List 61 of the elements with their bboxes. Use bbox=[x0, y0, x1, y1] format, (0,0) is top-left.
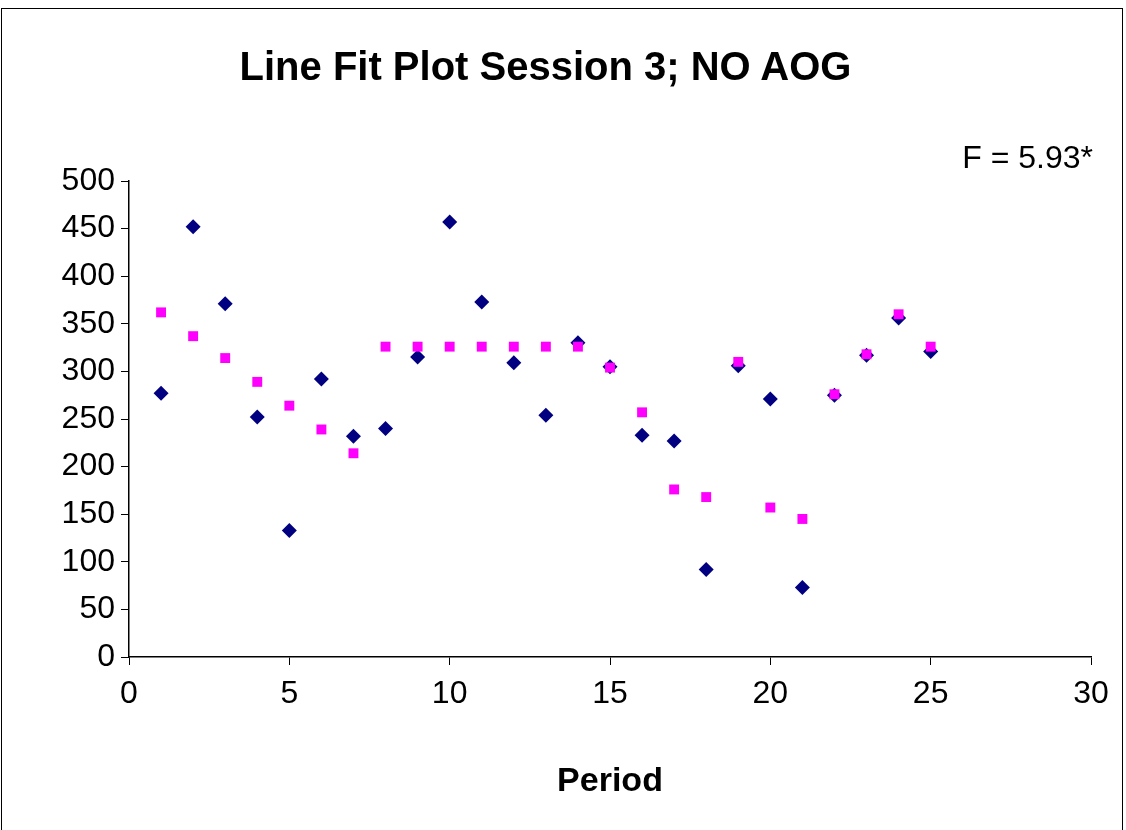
y-tick-label: 500 bbox=[61, 160, 115, 197]
x-tick-label: 5 bbox=[280, 674, 299, 711]
point bbox=[538, 407, 554, 423]
x-tick-label: 10 bbox=[431, 674, 468, 711]
point bbox=[220, 353, 231, 364]
point bbox=[797, 514, 808, 524]
point bbox=[634, 427, 650, 443]
point bbox=[284, 400, 295, 411]
x-tick-label: 15 bbox=[592, 674, 628, 711]
point bbox=[666, 433, 682, 449]
y-tick-label: 400 bbox=[61, 256, 115, 293]
point bbox=[185, 219, 201, 235]
point bbox=[442, 214, 458, 230]
x-axis-title: Period bbox=[557, 759, 663, 798]
text: F = 5.93* bbox=[962, 138, 1093, 175]
point bbox=[444, 341, 455, 352]
point bbox=[249, 409, 265, 425]
point bbox=[153, 385, 169, 401]
y-tick-label: 250 bbox=[61, 398, 115, 435]
point bbox=[474, 294, 490, 310]
point bbox=[794, 580, 810, 595]
x-tick-label: 0 bbox=[120, 674, 138, 711]
y-tick-label: 350 bbox=[61, 303, 115, 340]
x-tick-label: 30 bbox=[1073, 674, 1109, 711]
y-tick-label: 300 bbox=[61, 351, 115, 388]
point bbox=[380, 341, 391, 352]
point bbox=[701, 492, 712, 503]
point bbox=[669, 484, 680, 495]
point bbox=[733, 356, 744, 367]
y-tick-label: 150 bbox=[61, 494, 115, 531]
point bbox=[476, 341, 487, 352]
point bbox=[412, 341, 423, 352]
point bbox=[188, 331, 199, 342]
point bbox=[508, 341, 519, 352]
point bbox=[925, 341, 936, 352]
point bbox=[637, 407, 648, 418]
point bbox=[348, 448, 359, 459]
y-tick-label: 450 bbox=[61, 208, 115, 245]
point bbox=[410, 349, 426, 365]
point bbox=[762, 391, 778, 407]
point bbox=[313, 371, 329, 387]
chart-title: Line Fit Plot Session 3; NO AOG bbox=[239, 44, 852, 89]
point bbox=[345, 428, 361, 444]
y-tick-label: 0 bbox=[97, 636, 115, 673]
point bbox=[765, 502, 776, 513]
point bbox=[540, 341, 551, 352]
point bbox=[698, 561, 714, 577]
point bbox=[506, 355, 522, 371]
y-tick-label: 100 bbox=[61, 541, 115, 578]
x-tick-label: 20 bbox=[752, 674, 789, 711]
point bbox=[316, 424, 327, 435]
point bbox=[378, 421, 394, 437]
point bbox=[252, 376, 263, 387]
point bbox=[893, 309, 904, 320]
point bbox=[281, 522, 297, 538]
point bbox=[572, 341, 583, 352]
y-tick-label: 50 bbox=[79, 589, 115, 626]
point bbox=[217, 296, 233, 312]
point bbox=[156, 307, 167, 318]
y-tick-label: 200 bbox=[61, 446, 115, 483]
x-tick-label: 25 bbox=[912, 674, 949, 711]
